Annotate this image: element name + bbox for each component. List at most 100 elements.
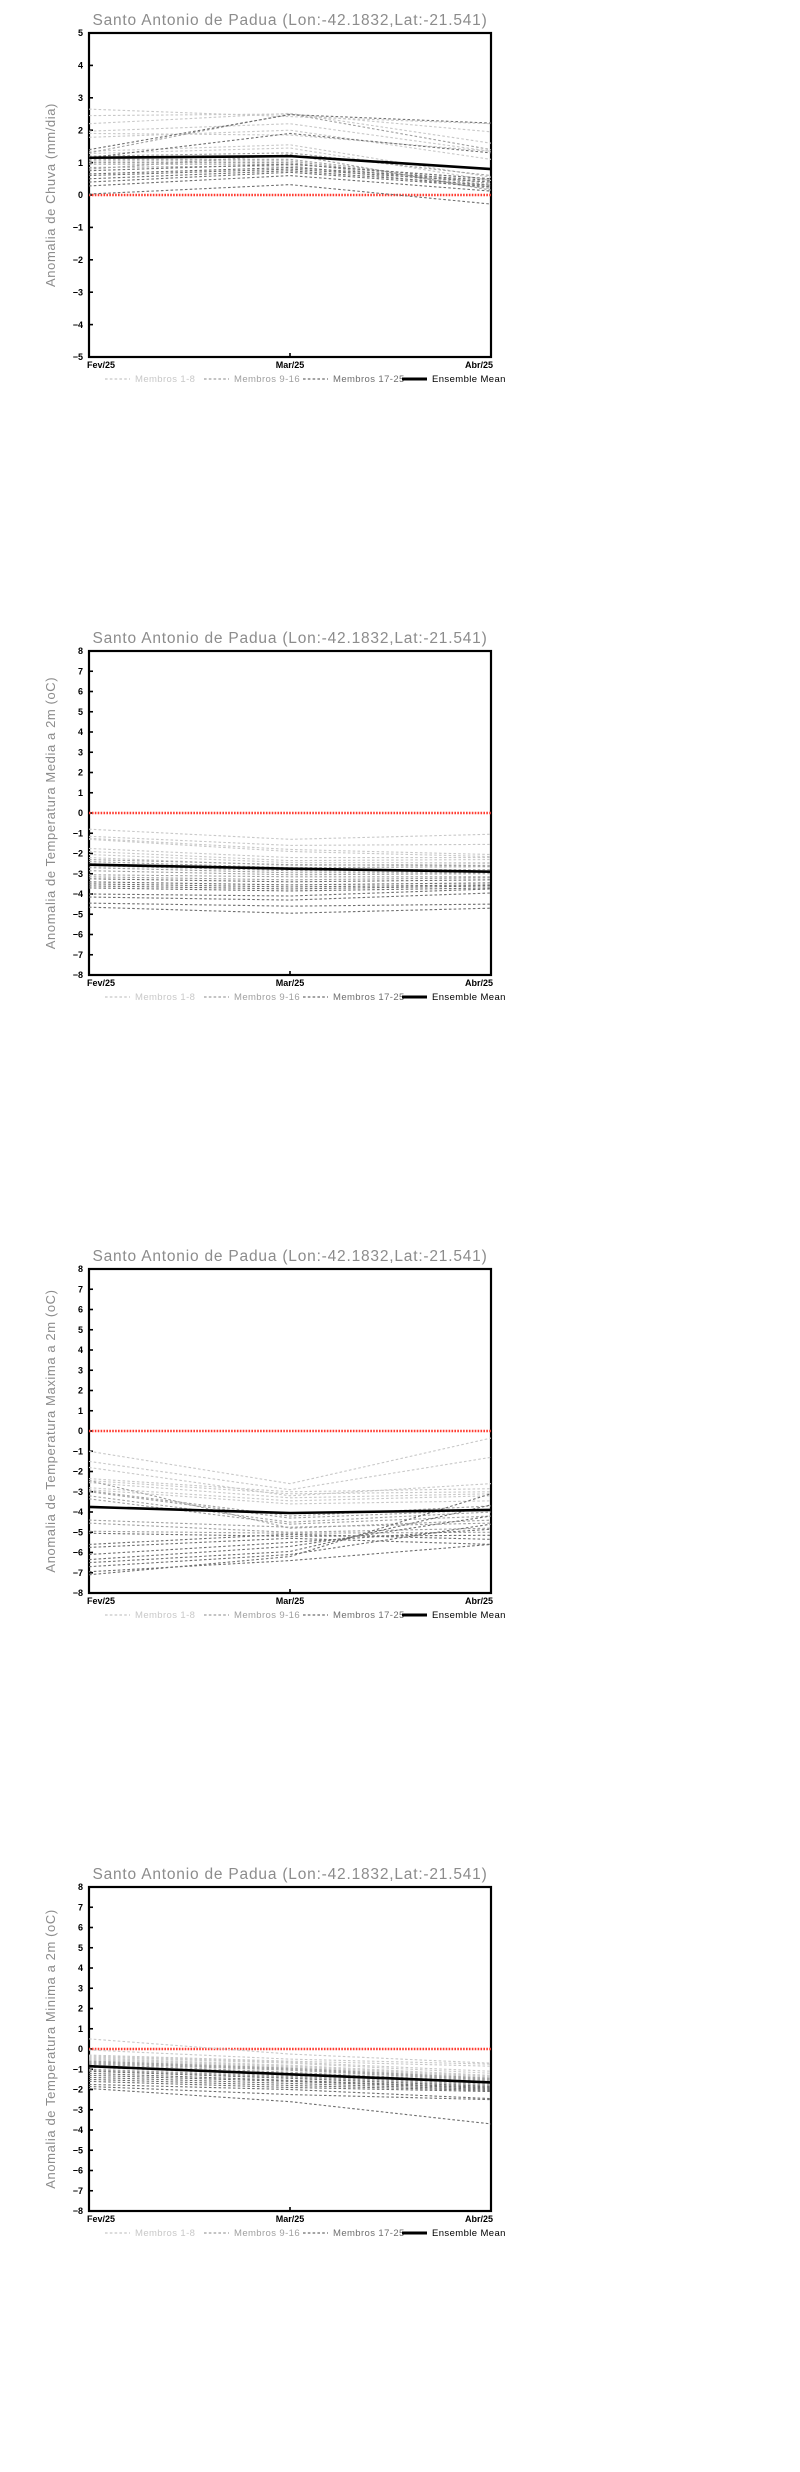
chart-title: Santo Antonio de Padua (Lon:-42.1832,Lat… [92, 1866, 487, 1883]
member-line [89, 1456, 491, 1491]
y-tick-label: 6 [78, 687, 83, 697]
legend-label: Ensemble Mean [432, 1610, 506, 1621]
y-axis-label: Anomalia de Temperatura Maxima a 2m (oC) [43, 1289, 58, 1572]
y-tick-label: −6 [73, 930, 83, 940]
y-tick-label: 8 [78, 1264, 83, 1274]
data-layer [89, 2038, 491, 2125]
y-tick-label: −5 [73, 1527, 83, 1537]
y-tick-label: 1 [78, 158, 83, 168]
x-tick-label: Mar/25 [276, 360, 305, 370]
member-line [89, 153, 491, 191]
ensemble-mean-line [89, 863, 491, 874]
legend-label: Membros 17-25 [333, 374, 405, 385]
ensemble-mean-line [89, 154, 491, 171]
member-line [89, 828, 491, 840]
legend-label: Membros 9-16 [234, 992, 300, 1003]
member-line [89, 853, 491, 864]
y-tick-label: 3 [78, 93, 83, 103]
member-line [89, 1491, 491, 1519]
member-line [89, 878, 491, 883]
member-line [89, 1537, 491, 1548]
member-line [89, 1466, 491, 1497]
y-tick-label: −7 [73, 2186, 83, 2196]
y-tick-label: −3 [73, 2105, 83, 2115]
y-tick-label: 8 [78, 646, 83, 656]
member-line [89, 892, 491, 901]
legend-label: Membros 17-25 [333, 992, 405, 1003]
chart-title: Santo Antonio de Padua (Lon:-42.1832,Lat… [92, 12, 487, 29]
x-axis-ticks: Fev/25 Mar/25 Abr/25 [87, 2207, 493, 2224]
x-tick-label: Mar/25 [276, 978, 305, 988]
member-line [89, 1528, 491, 1556]
x-tick-label: Abr/25 [465, 978, 493, 988]
y-tick-label: −4 [73, 889, 83, 899]
member-line [89, 1523, 491, 1568]
chart-legend: Membros 1-8 Membros 9-16 Membros 17-25 Ense… [105, 374, 506, 385]
member-line [89, 123, 491, 152]
y-tick-label: −2 [73, 849, 83, 859]
y-tick-label: −5 [73, 352, 83, 362]
member-line [89, 874, 491, 878]
member-line [89, 2049, 491, 2065]
y-tick-label: 5 [78, 1325, 83, 1335]
y-tick-label: 7 [78, 1902, 83, 1912]
y-tick-label: 6 [78, 1923, 83, 1933]
member-line [89, 132, 491, 159]
y-tick-label: −8 [73, 2206, 83, 2216]
y-tick-label: 5 [78, 28, 83, 38]
y-tick-label: 2 [78, 1386, 83, 1396]
x-axis-ticks: Fev/25 Mar/25 Abr/25 [87, 971, 493, 988]
x-axis-ticks: Fev/25 Mar/25 Abr/25 [87, 1589, 493, 1606]
member-line [89, 114, 491, 151]
y-tick-label: 6 [78, 1305, 83, 1315]
x-tick-label: Abr/25 [465, 2214, 493, 2224]
member-line [89, 113, 491, 154]
x-axis-ticks: Fev/25 Mar/25 Abr/25 [87, 353, 493, 370]
member-line [89, 1495, 491, 1523]
member-line [89, 1515, 491, 1561]
member-line [89, 2087, 491, 2125]
y-tick-label: 5 [78, 1943, 83, 1953]
chart-title: Santo Antonio de Padua (Lon:-42.1832,Lat… [92, 1248, 487, 1265]
legend-label: Membros 1-8 [135, 992, 195, 1003]
y-tick-label: −7 [73, 950, 83, 960]
member-line [89, 1480, 491, 1495]
legend-label: Membros 9-16 [234, 1610, 300, 1621]
y-tick-label: −4 [73, 1507, 83, 1517]
chart-legend: Membros 1-8 Membros 9-16 Membros 17-25 Ense… [105, 2228, 505, 2239]
y-tick-label: 7 [78, 666, 83, 676]
legend-label: Ensemble Mean [432, 374, 506, 385]
y-tick-label: 0 [78, 1426, 83, 1436]
member-line [89, 902, 491, 907]
y-tick-label: −8 [73, 970, 83, 980]
chart-panel-temp-maxima: Santo Antonio de Padua (Lon:-42.1832,Lat… [0, 1236, 800, 1854]
y-axis-ticks: −8 −7 −6 −5 −4 −3 −2 −1 0 1 2 3 4 5 6 7 8 [73, 1882, 93, 2216]
member-line [89, 1480, 491, 1529]
legend-label: Membros 17-25 [333, 1610, 405, 1621]
data-layer [89, 1429, 491, 1576]
member-line [89, 1532, 491, 1537]
ensemble-mean-line [89, 2064, 491, 2084]
chart-panel-temp-minima: Santo Antonio de Padua (Lon:-42.1832,Lat… [0, 1854, 800, 2472]
member-line [89, 1493, 491, 1576]
legend-label: Membros 1-8 [135, 1610, 195, 1621]
y-tick-label: 4 [78, 61, 83, 71]
y-axis-label: Anomalia de Temperatura Media a 2m (oC) [43, 677, 58, 949]
y-axis-ticks: −5 −4 −3 −2 −1 0 1 2 3 4 5 [73, 28, 93, 362]
y-tick-label: −3 [73, 1487, 83, 1497]
member-line [89, 2038, 491, 2064]
member-line [89, 1498, 491, 1525]
x-tick-label: Mar/25 [276, 2214, 305, 2224]
y-tick-label: −4 [73, 320, 83, 330]
member-line [89, 2085, 491, 2101]
y-tick-label: 2 [78, 2004, 83, 2014]
y-tick-label: 3 [78, 1365, 83, 1375]
y-tick-label: 3 [78, 747, 83, 757]
legend-label: Membros 9-16 [234, 2228, 300, 2239]
y-tick-label: −2 [73, 1467, 83, 1477]
member-line [89, 113, 491, 133]
x-tick-label: Fev/25 [87, 978, 115, 988]
member-line [89, 129, 491, 160]
member-line [89, 835, 491, 846]
